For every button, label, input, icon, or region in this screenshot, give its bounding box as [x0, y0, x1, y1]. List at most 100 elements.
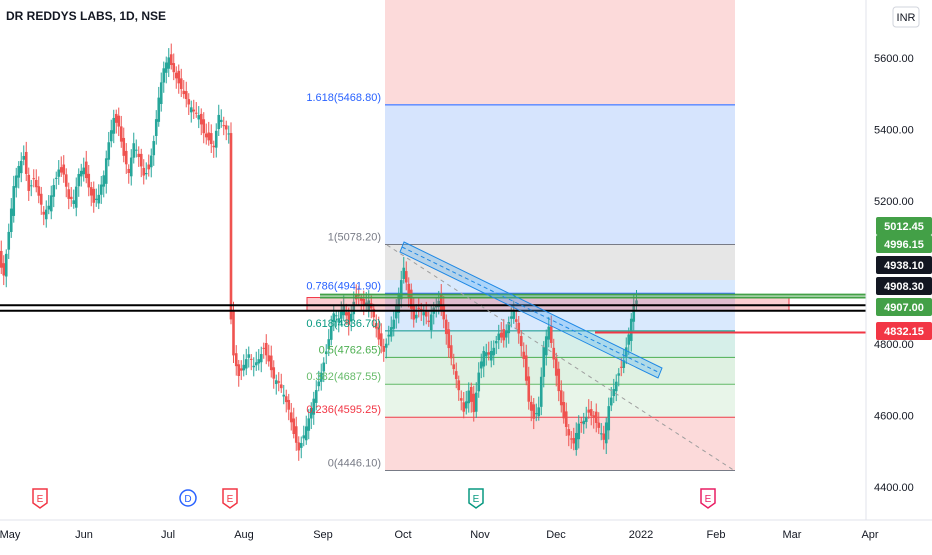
candle-body [322, 362, 326, 372]
candle-body [407, 283, 411, 297]
candle-body [167, 57, 171, 69]
price-tag-label: 4832.15 [884, 326, 924, 338]
candle-body [469, 386, 473, 402]
candle-body [384, 343, 388, 348]
candle-body [422, 312, 426, 316]
candle-body [174, 72, 178, 79]
candle-body [564, 411, 568, 428]
candle-body [379, 333, 383, 347]
fib-zone-1 [385, 245, 735, 280]
x-tick-6: Nov [470, 529, 490, 541]
candle-body [9, 208, 13, 233]
candle-body [307, 418, 311, 431]
candle-body [277, 381, 281, 383]
candle-body [309, 407, 313, 419]
candle-body [532, 404, 536, 419]
candle-body [337, 318, 341, 323]
candle-body [177, 70, 181, 84]
candle-body [459, 398, 463, 401]
candle-body [139, 153, 143, 167]
currency-button[interactable]: INR [892, 6, 920, 28]
candle-body [47, 205, 51, 210]
candle-body [547, 326, 551, 340]
candle-body [439, 294, 443, 311]
candle-body [179, 78, 183, 90]
candle-body [19, 160, 23, 174]
candle-body [217, 114, 221, 130]
candle-body [417, 307, 421, 310]
candle-body [32, 178, 36, 180]
candle-body [364, 302, 368, 306]
price-tag-label: 4907.00 [884, 302, 924, 314]
candle-body [152, 141, 156, 156]
candle-body [34, 179, 38, 188]
candle-body [299, 442, 303, 448]
candle-body [194, 112, 198, 114]
fib-zone-0618 [385, 332, 735, 358]
candle-body [2, 263, 6, 276]
candle-body [274, 380, 278, 385]
candle-body [542, 347, 546, 377]
candle-body [284, 396, 288, 403]
candle-body [287, 399, 291, 410]
candle-body [399, 280, 403, 300]
candle-body [527, 376, 531, 402]
candle-body [579, 421, 583, 423]
event-marker-2[interactable]: E [222, 488, 238, 509]
candle-body [409, 289, 413, 309]
candle-body [614, 381, 618, 392]
candle-body [449, 345, 453, 359]
candle-body [182, 90, 186, 95]
candle-body [64, 174, 68, 187]
candle-body [629, 318, 633, 341]
candle-body [87, 173, 91, 188]
candle-body [247, 354, 251, 358]
candle-body [394, 305, 398, 319]
fib-label-5: 0.382(4687.55) [306, 371, 381, 383]
event-marker-1[interactable]: D [179, 489, 197, 507]
fib-label-0: 1.618(5468.80) [306, 92, 381, 104]
candle-body [7, 231, 11, 250]
candle-body [509, 316, 513, 319]
x-tick-7: Dec [546, 529, 566, 541]
candle-body [522, 351, 526, 360]
candle-body [222, 125, 226, 127]
candle-body [477, 372, 481, 392]
price-tag-2: 4938.10 [876, 256, 932, 274]
price-tag-label: 4938.10 [884, 260, 924, 272]
candle-body [237, 364, 241, 377]
candle-body [69, 196, 73, 200]
candle-body [27, 174, 31, 191]
x-tick-5: Oct [394, 529, 411, 541]
candle-body [199, 113, 203, 125]
candle-body [262, 347, 266, 349]
candle-body [77, 173, 81, 187]
x-tick-8: 2022 [629, 529, 653, 541]
event-marker-4[interactable]: E [700, 488, 716, 509]
event-circle [179, 489, 197, 507]
x-tick-1: Jun [75, 529, 93, 541]
candle-body [635, 300, 638, 305]
candle-body [189, 107, 193, 113]
event-shield [468, 488, 484, 509]
candle-body [574, 432, 578, 450]
candle-body [89, 187, 93, 196]
price-tag-label: 5012.45 [884, 221, 924, 233]
candle-body [269, 355, 273, 371]
candle-body [192, 109, 196, 112]
fib-zone-1618 [385, 104, 735, 245]
event-marker-0[interactable]: E [32, 488, 48, 509]
y-tick-2: 5200.00 [874, 196, 914, 208]
event-marker-3[interactable]: E [468, 488, 484, 509]
price-tag-bg [876, 256, 932, 274]
candle-body [312, 398, 316, 415]
candle-body [492, 347, 496, 356]
price-tag-bg [876, 235, 932, 253]
event-label: E [37, 494, 44, 505]
candle-body [474, 392, 478, 412]
candle-body [467, 390, 471, 404]
candle-body [397, 293, 401, 313]
candle-body [297, 442, 301, 451]
